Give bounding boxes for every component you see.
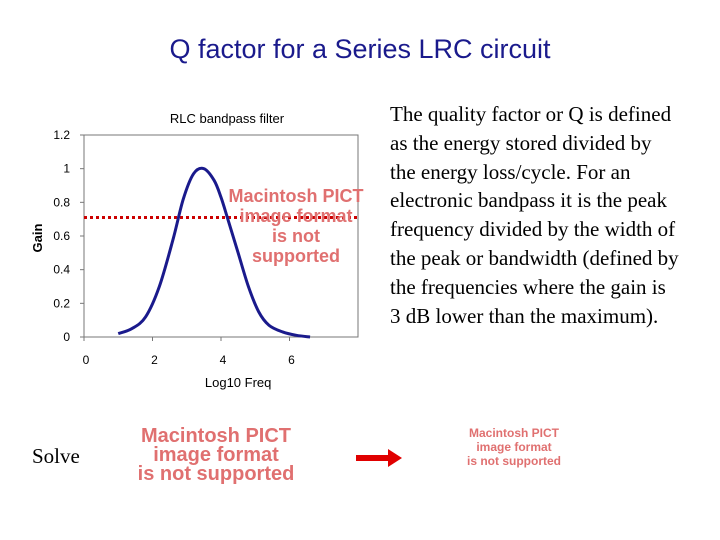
y-tick-label: 0 [63, 330, 70, 344]
y-tick-label: 0.2 [53, 296, 70, 310]
y-tick-label: 0.8 [53, 195, 70, 209]
result-pict-placeholder: Macintosh PICT image format is not suppo… [446, 426, 582, 468]
x-axis-label: Log10 Freq [205, 375, 272, 390]
solve-label: Solve [32, 444, 80, 468]
chart-pict-placeholder: Macintosh PICT image format is not suppo… [226, 186, 366, 266]
y-axis-label: Gain [30, 223, 45, 252]
x-tick-label: 0 [83, 353, 90, 367]
x-tick-label: 2 [151, 353, 158, 367]
pict-line-3: is not supported [137, 463, 295, 485]
x-tick-label: 6 [288, 353, 295, 367]
pict-line-1: Macintosh PICT [140, 425, 291, 447]
y-tick-label: 1.2 [53, 128, 70, 142]
chart-title: RLC bandpass filter [170, 111, 285, 126]
pict-line-2: image format [153, 444, 279, 466]
pict-line-3: is not supported [252, 226, 340, 266]
y-tick-label: 0.6 [53, 229, 70, 243]
right-arrow-icon [356, 449, 402, 467]
pict-line-1: Macintosh PICT [468, 426, 559, 440]
gain-curve [117, 166, 311, 339]
q-factor-explanation: The quality factor or Q is defined as th… [390, 102, 679, 328]
solve-pict-placeholder: Macintosh PICT image format is not suppo… [96, 425, 336, 485]
x-tick-label: 4 [220, 353, 227, 367]
pict-line-3: is not supported [467, 454, 561, 468]
y-tick-label: 1 [63, 162, 70, 176]
pict-line-1: Macintosh PICT [228, 186, 364, 206]
y-tick-label: 0.4 [53, 263, 70, 277]
pict-line-2: image format [476, 440, 552, 454]
pict-line-2: image format [239, 206, 353, 226]
slide-title: Q factor for a Series LRC circuit [169, 34, 551, 64]
